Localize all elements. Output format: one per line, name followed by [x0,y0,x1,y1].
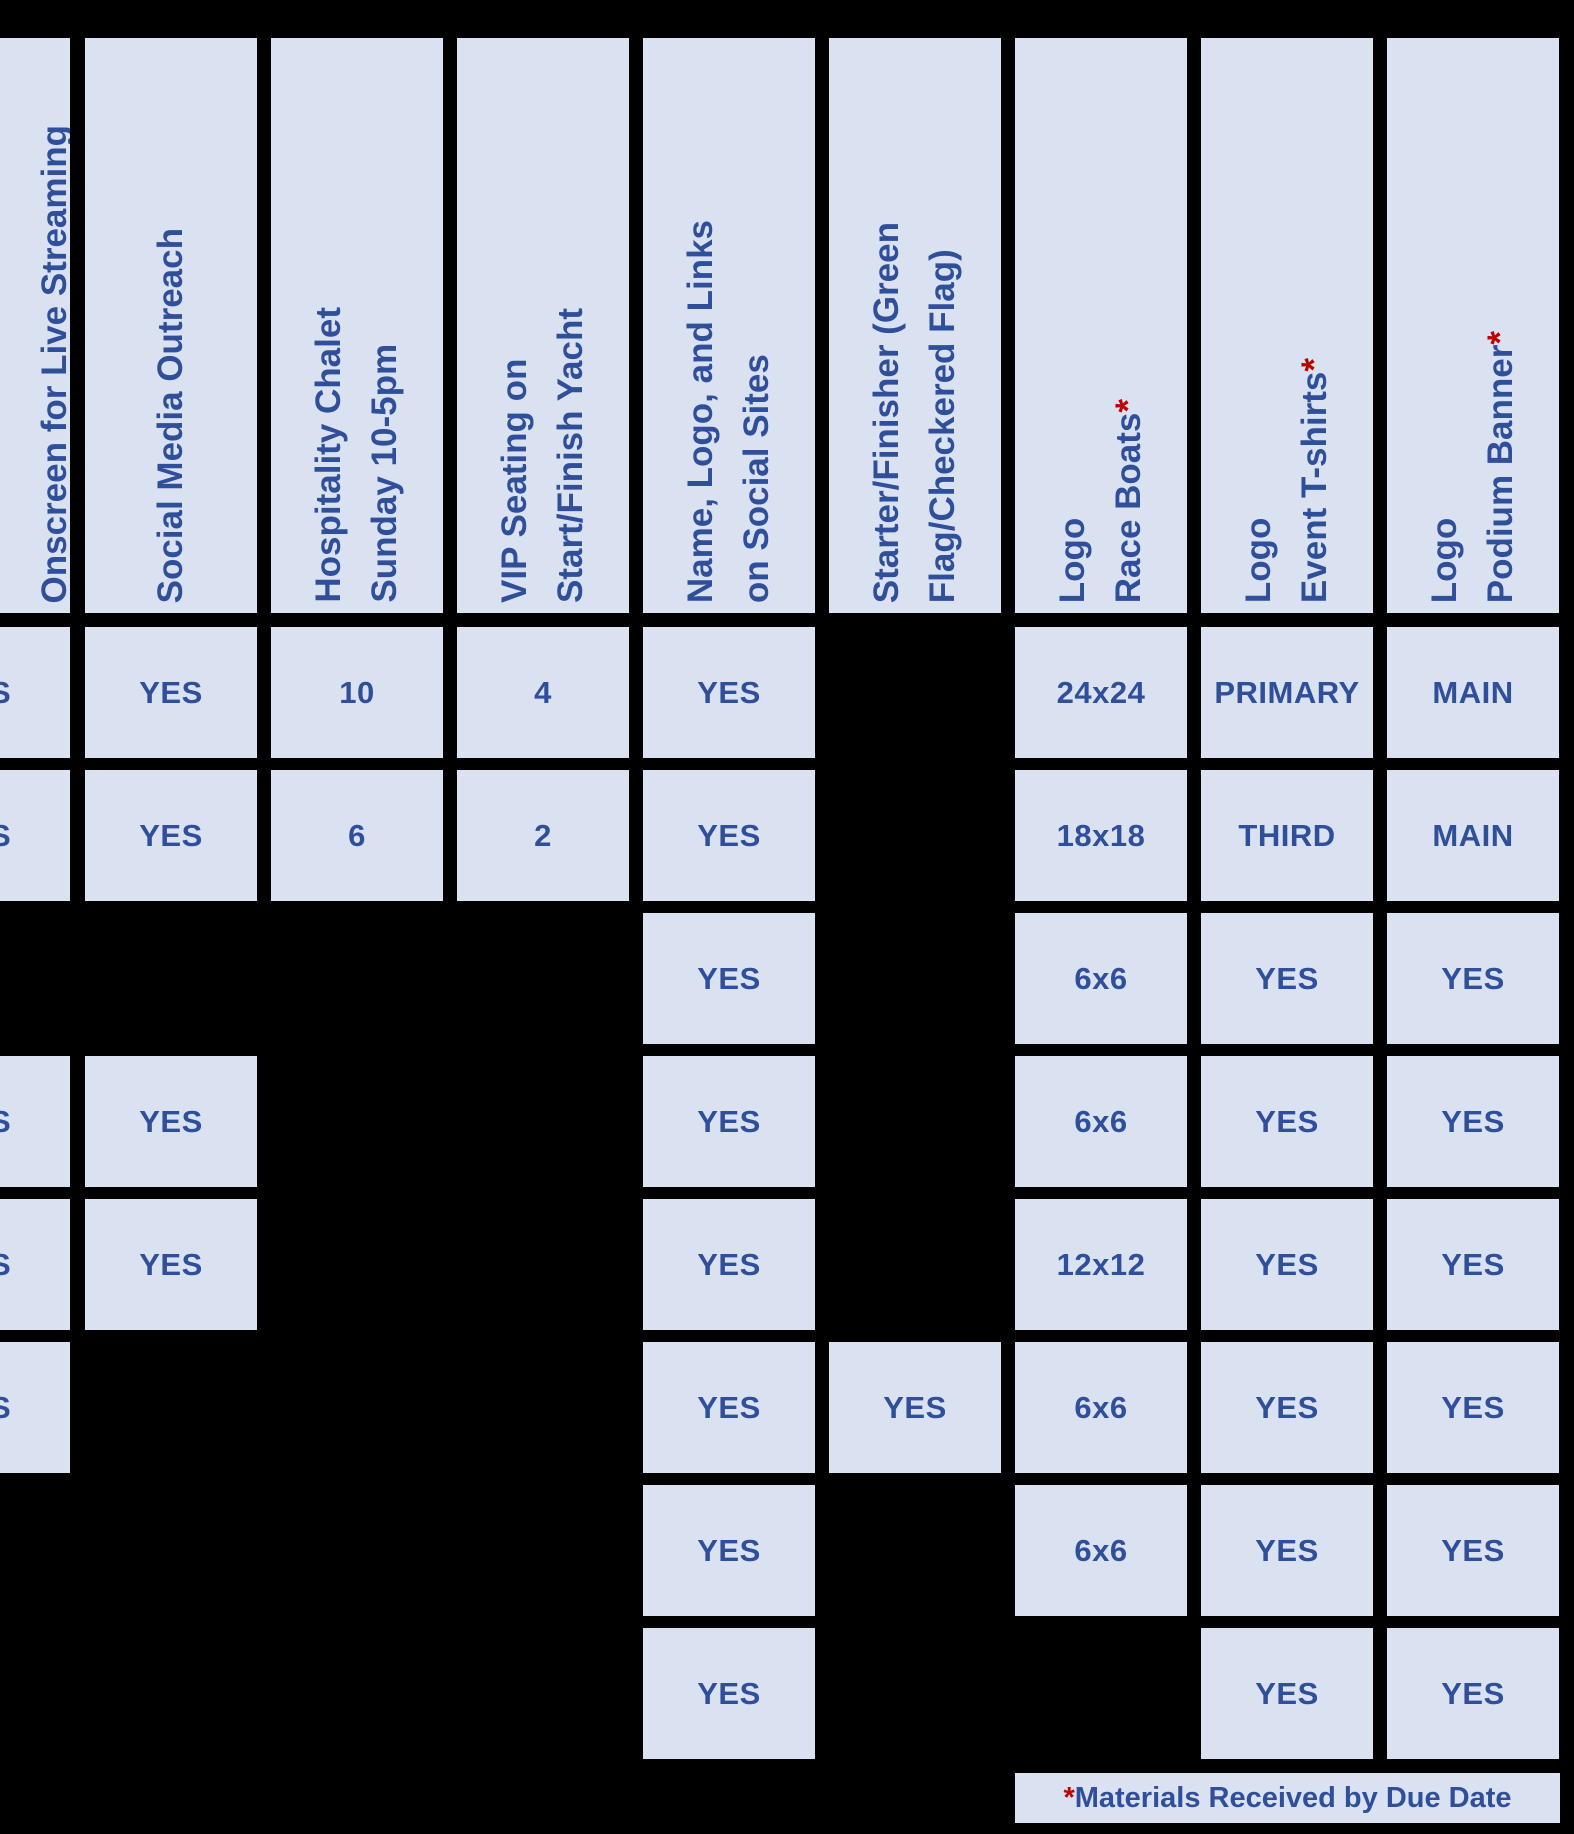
table-cell-r7-c9: YES [1387,1485,1559,1616]
header-line-with-asterisk: Race Boats* [1101,399,1157,603]
table-cell-r1-c1: S [0,627,70,758]
header-line-with-asterisk: Event T-shirts* [1287,358,1343,603]
table-cell-r4-c5: YES [643,1056,815,1187]
table-cell-r3-c8: YES [1201,913,1373,1044]
table-cell-r8-c8: YES [1201,1628,1373,1759]
column-header-3: Hospitality Chalet Sunday 10-5pm [271,38,443,613]
table-cell-r6-c8: YES [1201,1342,1373,1473]
table-cell-r4-c8: YES [1201,1056,1373,1187]
header-line: Start/Finish Yacht [551,308,590,603]
column-header-text: Logo Event T-shirts* [1231,358,1343,603]
table-cell-r5-c1: S [0,1199,70,1330]
table-cell-r2-c7: 18x18 [1015,770,1187,901]
required-asterisk: * [1295,357,1334,372]
column-header-4: VIP Seating on Start/Finish Yacht [457,38,629,613]
table-cell-r2-c3: 6 [271,770,443,901]
table-cell-r5-c7: 12x12 [1015,1199,1187,1330]
header-line: Event T-shirts [1295,371,1334,603]
table-cell-r6-c9: YES [1387,1342,1559,1473]
table-cell-r2-c4: 2 [457,770,629,901]
header-line: Sunday 10-5pm [365,344,404,603]
column-header-8: Logo Event T-shirts* [1201,38,1373,613]
table-cell-r2-c8: THIRD [1201,770,1373,901]
table-cell-r2-c2: YES [85,770,257,901]
column-header-text: Starter/Finisher (Green Flag/Checkered Fl… [859,222,971,603]
table-cell-r3-c7: 6x6 [1015,913,1187,1044]
column-header-text: Social Media Outreach [143,228,199,603]
table-cell-r8-c9: YES [1387,1628,1559,1759]
footnote: * Materials Received by Due Date [1015,1773,1560,1823]
table-cell-r1-c7: 24x24 [1015,627,1187,758]
table-cell-r6-c1: S [0,1342,70,1473]
table-cell-r7-c8: YES [1201,1485,1373,1616]
column-header-6: Starter/Finisher (Green Flag/Checkered Fl… [829,38,1001,613]
header-line: on Social Sites [737,354,776,603]
table-cell-r3-c5: YES [643,913,815,1044]
header-line: Race Boats [1109,412,1148,603]
table-cell-r7-c7: 6x6 [1015,1485,1187,1616]
table-cell-r5-c9: YES [1387,1199,1559,1330]
table-cell-r1-c3: 10 [271,627,443,758]
header-line: Flag/Checkered Flag) [923,249,962,603]
table-cell-r4-c1: S [0,1056,70,1187]
table-cell-r2-c9: MAIN [1387,770,1559,901]
table-cell-r7-c5: YES [643,1485,815,1616]
header-line: Onscreen for Live Streaming [35,124,70,603]
footnote-text: Materials Received by Due Date [1074,1781,1512,1814]
table-cell-r1-c5: YES [643,627,815,758]
table-cell-r6-c5: YES [643,1342,815,1473]
column-header-text: VIP Seating on Start/Finish Yacht [487,308,599,603]
table-cell-r4-c2: YES [85,1056,257,1187]
table-cell-r1-c8: PRIMARY [1201,627,1373,758]
required-asterisk: * [1481,330,1520,345]
header-line: Name, Logo, and Links [681,219,720,603]
header-line: Podium Banner [1481,344,1520,603]
table-cell-r6-c6: YES [829,1342,1001,1473]
table-cell-r1-c2: YES [85,627,257,758]
column-header-text: Name, Logo, and Links on Social Sites [673,220,785,603]
table-cell-r4-c9: YES [1387,1056,1559,1187]
table-cell-r2-c5: YES [643,770,815,901]
footnote-asterisk: * [1063,1781,1075,1814]
table-cell-r5-c8: YES [1201,1199,1373,1330]
header-line: Logo [1053,517,1092,603]
header-line: Logo [1425,517,1464,603]
header-line: Logo [1239,517,1278,603]
table-cell-r3-c9: YES [1387,913,1559,1044]
table-cell-r2-c1: S [0,770,70,901]
column-header-text: Logo Race Boats* [1045,399,1157,603]
header-line: Social Media Outreach [151,227,190,603]
column-header-text: Onscreen for Live Streaming [27,125,70,603]
table-cell-r8-c5: YES [643,1628,815,1759]
column-header-1: Onscreen for Live Streaming [0,38,70,613]
column-header-text: Hospitality Chalet Sunday 10-5pm [301,307,413,603]
header-line: Starter/Finisher (Green [867,221,906,603]
column-header-5: Name, Logo, and Links on Social Sites [643,38,815,613]
header-line: Hospitality Chalet [309,307,348,603]
table-cell-r1-c4: 4 [457,627,629,758]
header-line: VIP Seating on [495,358,534,603]
column-header-2: Social Media Outreach [85,38,257,613]
table-cell-r4-c7: 6x6 [1015,1056,1187,1187]
table-cell-r5-c2: YES [85,1199,257,1330]
table-cell-r1-c9: MAIN [1387,627,1559,758]
required-asterisk: * [1109,398,1148,413]
table-cell-r5-c5: YES [643,1199,815,1330]
column-header-7: Logo Race Boats* [1015,38,1187,613]
column-header-9: Logo Podium Banner* [1387,38,1559,613]
table-cell-r6-c7: 6x6 [1015,1342,1187,1473]
header-line-with-asterisk: Podium Banner* [1473,331,1529,603]
column-header-text: Logo Podium Banner* [1417,331,1529,603]
